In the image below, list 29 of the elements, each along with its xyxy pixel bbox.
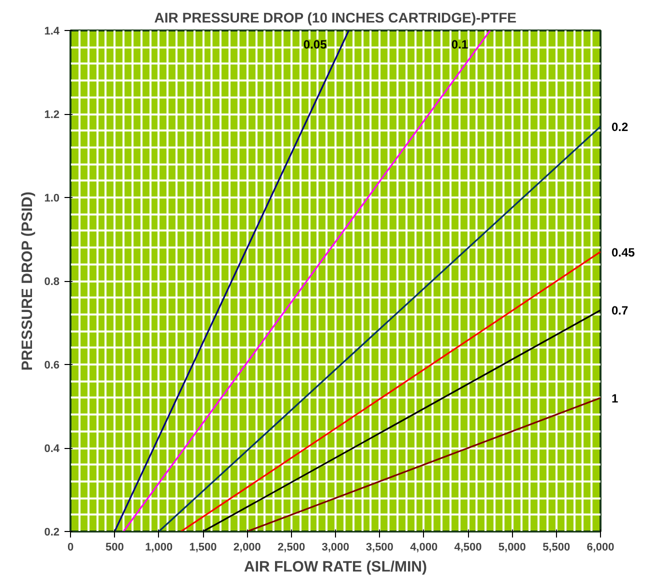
x-tick-label: 6,000 [586, 542, 614, 554]
x-axis-title: AIR FLOW RATE (SL/MIN) [244, 558, 428, 576]
x-tick-label: 1,500 [189, 542, 217, 554]
x-tick-label: 5,500 [542, 542, 570, 554]
y-tick-label: 0.8 [44, 276, 60, 288]
y-tick-label: 1.0 [44, 192, 60, 204]
series-label: 0.45 [612, 245, 636, 260]
x-tick-label: 500 [105, 542, 124, 554]
y-tick-label: 0.6 [44, 360, 60, 372]
x-tick-label: 3,000 [322, 542, 350, 554]
y-tick-label: 1.2 [44, 109, 60, 121]
series-label: 1 [612, 391, 618, 406]
y-tick-label: 0.2 [44, 526, 60, 538]
y-axis-title: PRESSURE DROP (PSID) [19, 192, 36, 371]
series-label: 0.1 [451, 38, 468, 52]
chart-title: AIR PRESSURE DROP (10 INCHES CARTRIDGE)-PTFE [154, 10, 516, 26]
x-tick-label: 1,000 [145, 542, 173, 554]
series-label: 0.7 [612, 304, 629, 318]
x-tick-label: 3,500 [366, 542, 394, 554]
series-label: 0.05 [303, 38, 328, 52]
x-tick-label: 2,000 [233, 542, 261, 554]
x-tick-label: 4,500 [454, 542, 482, 554]
x-tick-label: 0 [67, 542, 74, 554]
y-tick-label: 0.4 [44, 443, 60, 455]
y-tick-label: 1.4 [44, 26, 60, 38]
x-tick-label: 4,000 [410, 542, 438, 554]
series-label: 0.2 [612, 120, 629, 134]
x-tick-label: 2,500 [278, 542, 306, 554]
x-tick-label: 5,000 [498, 542, 526, 554]
